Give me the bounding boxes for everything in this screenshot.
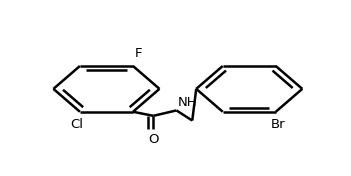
Text: NH: NH (178, 96, 198, 109)
Text: F: F (135, 47, 142, 60)
Text: Cl: Cl (71, 118, 84, 131)
Text: O: O (148, 133, 159, 146)
Text: Br: Br (271, 118, 286, 131)
